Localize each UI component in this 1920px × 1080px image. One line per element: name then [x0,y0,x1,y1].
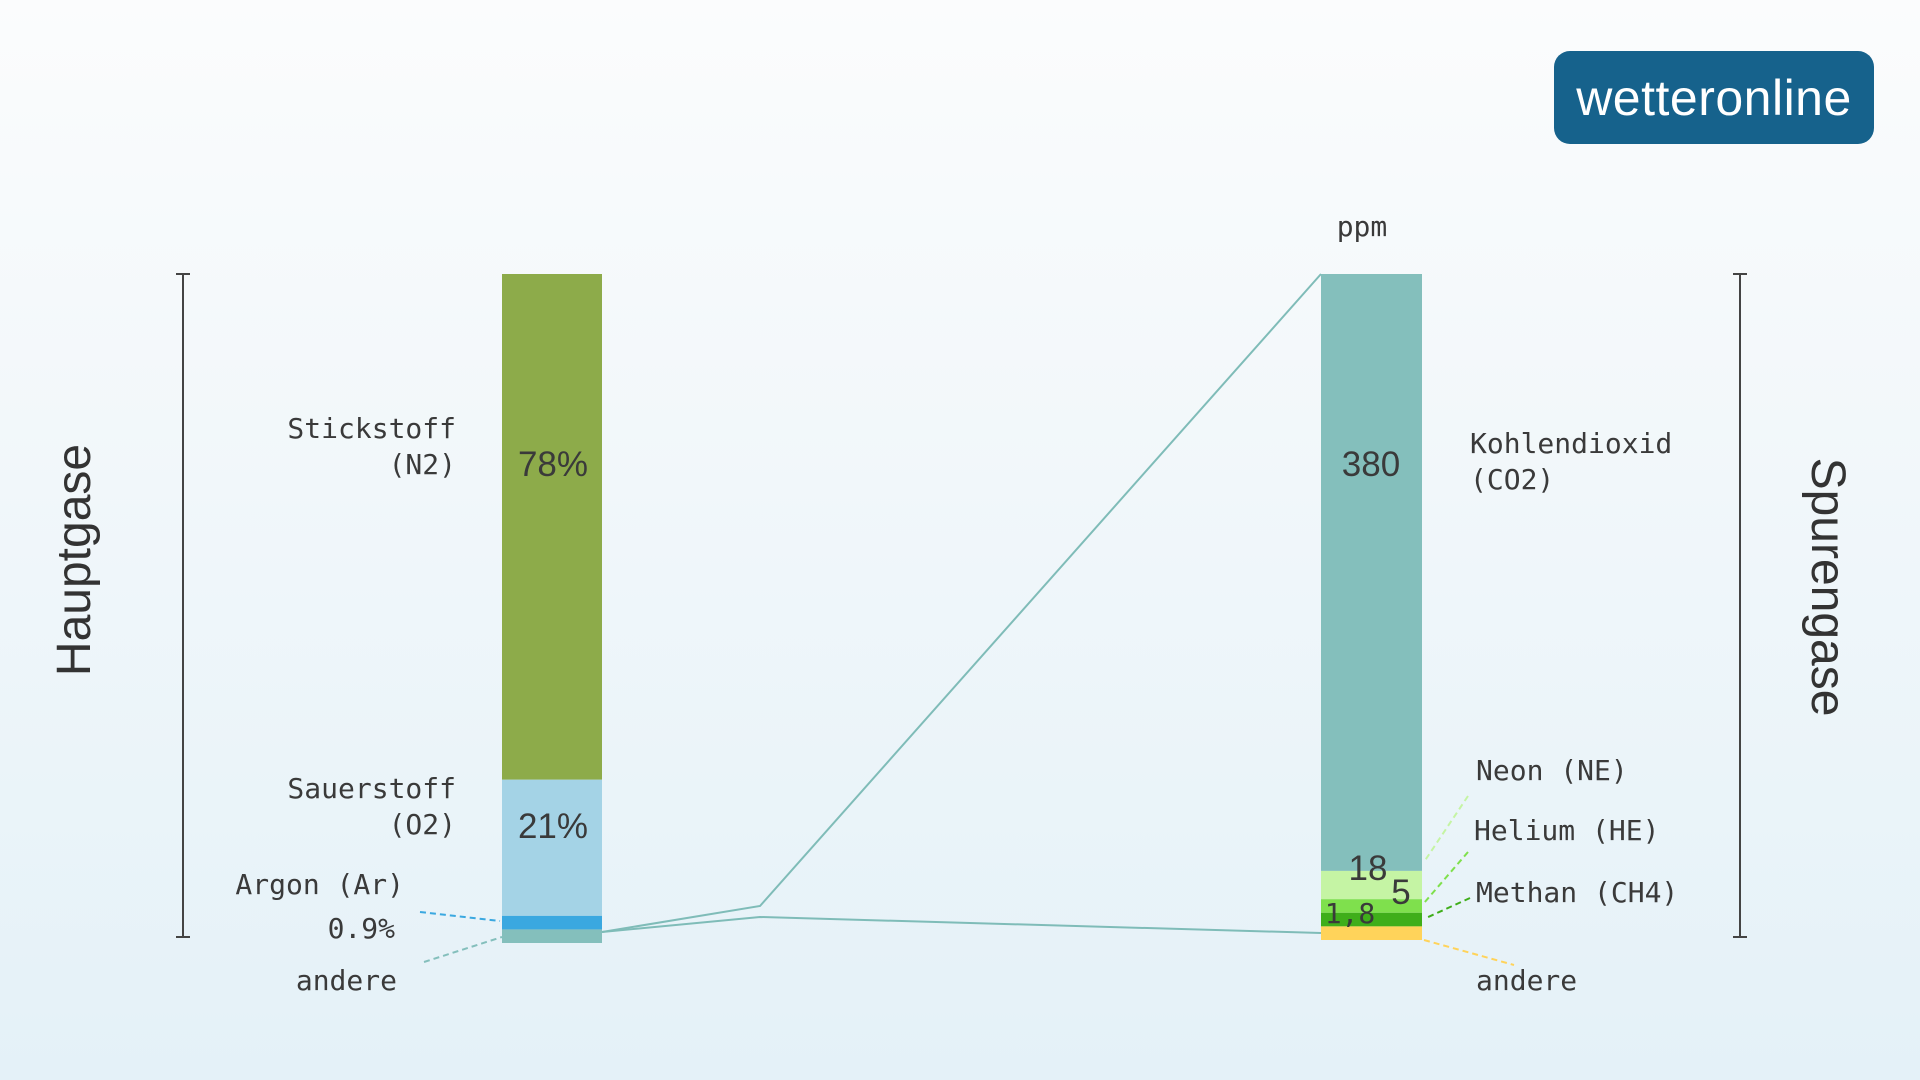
bar-segment-neon [1321,870,1422,900]
value-label-argon: 0.9% [328,912,396,945]
leader-helium [1423,851,1469,904]
leader-methan [1425,897,1471,919]
logo-text: wetteronline [1576,69,1852,126]
category-label-sauerstoff-1: Sauerstoff [287,772,456,805]
bar-segment-argon [502,915,602,930]
leader-neon [1423,795,1469,863]
value-label-helium: 5 [1391,873,1410,912]
bar-segment-kohlendioxid [1321,274,1422,871]
bar-segment-andere-right [1321,926,1422,940]
value-label-methan: 1,8 [1325,897,1376,930]
side-label-spurengase: Spurengase [1801,458,1854,717]
category-label-helium: Helium (HE) [1474,814,1659,847]
bar-segment-helium [1321,899,1422,913]
wetteronline-logo[interactable]: wetteronline [1554,51,1874,144]
category-label-neon: Neon (NE) [1476,754,1628,787]
category-label-methan: Methan (CH4) [1476,876,1678,909]
category-label-andere-left: andere [296,964,397,997]
category-label-kohlendioxid-1: Kohlendioxid [1470,427,1672,460]
category-label-stickstoff-1: Stickstoff [287,412,456,445]
value-label-neon: 18 [1349,849,1388,888]
value-label-sauerstoff: 21% [518,807,588,846]
left-bracket [176,273,190,938]
side-label-hauptgase: Hauptgase [48,444,101,676]
category-label-kohlendioxid-2: (CO2) [1470,463,1554,496]
category-label-argon: Argon (Ar) [235,868,404,901]
left-bar [502,274,602,943]
value-label-kohlendioxid: 380 [1342,445,1400,484]
category-label-andere-right: andere [1476,964,1577,997]
unit-label-ppm: ppm [1337,210,1388,243]
leader-argon [419,911,501,922]
bar-segment-andere-left [502,929,602,943]
bar-segment-methan [1321,912,1422,927]
bar-segment-sauerstoff [502,779,602,916]
leader-andere-left [423,936,503,963]
right-bar [1321,274,1422,940]
zoom-connector [601,273,1322,934]
category-label-stickstoff-2: (N2) [389,448,456,481]
value-label-stickstoff: 78% [518,445,588,484]
leader-andere-right [1423,939,1515,966]
right-bracket [1733,273,1747,938]
category-label-sauerstoff-2: (O2) [389,808,456,841]
bar-segment-stickstoff [502,274,602,780]
